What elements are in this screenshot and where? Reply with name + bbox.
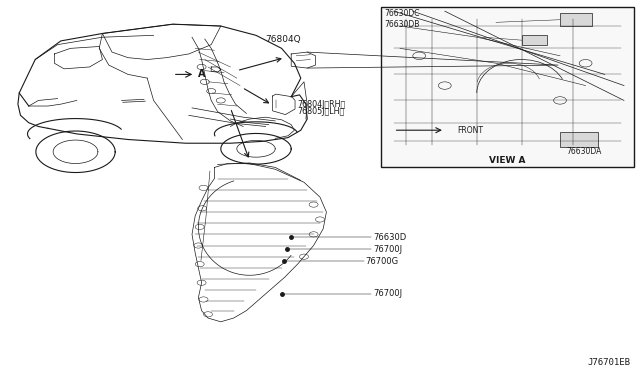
Bar [522, 35, 547, 45]
Text: 76700G: 76700G [365, 257, 399, 266]
Text: 76700J: 76700J [373, 245, 403, 254]
Text: 76700J: 76700J [373, 289, 403, 298]
Text: 76630D: 76630D [373, 233, 406, 242]
Bar [381, 7, 634, 167]
Text: J76701EB: J76701EB [588, 358, 630, 367]
Text: 76630DC: 76630DC [384, 9, 419, 17]
Text: 76805J〈LH〉: 76805J〈LH〉 [298, 107, 345, 116]
Text: A: A [198, 70, 206, 79]
Text: 76630DA: 76630DA [566, 147, 602, 156]
Bar [560, 132, 598, 147]
Bar [560, 13, 592, 26]
Text: 76804J〈RH〉: 76804J〈RH〉 [298, 100, 346, 109]
Text: VIEW A: VIEW A [489, 156, 525, 165]
Text: 76630DB: 76630DB [384, 20, 419, 29]
Text: 76804Q: 76804Q [266, 35, 301, 44]
Text: FRONT: FRONT [458, 126, 484, 135]
